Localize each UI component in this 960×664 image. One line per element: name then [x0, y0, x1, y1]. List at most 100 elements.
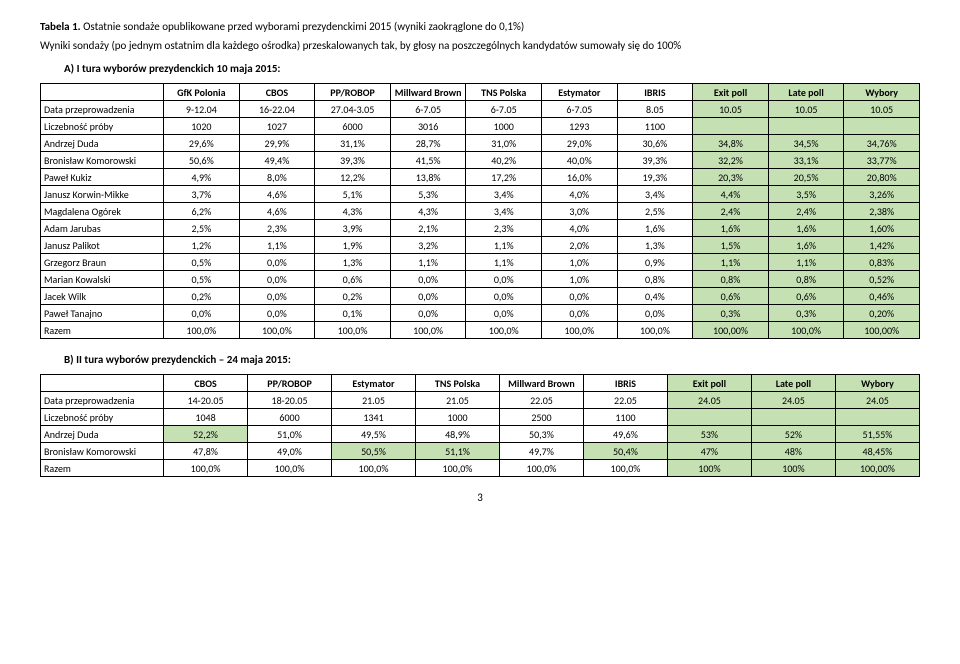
cell-value: 100%	[751, 460, 835, 477]
cell-value: 0,0%	[239, 254, 315, 271]
cell-value: 1,0%	[542, 254, 618, 271]
cell-value: 0,3%	[768, 305, 844, 322]
cell-size: 1100	[583, 409, 667, 426]
cell-value: 100,0%	[332, 460, 416, 477]
cell-date: 8.05	[617, 101, 693, 118]
cell-value: 1,1%	[693, 254, 769, 271]
cell-size: 2500	[499, 409, 583, 426]
cell-value: 100,0%	[583, 460, 667, 477]
row-label-candidate: Bronisław Komorowski	[41, 152, 164, 169]
cell-date: 6-7.05	[390, 101, 466, 118]
cell-value: 12,2%	[315, 169, 391, 186]
cell-value: 40,0%	[542, 152, 618, 169]
cell-size: 6000	[315, 118, 391, 135]
cell-value: 2,4%	[693, 203, 769, 220]
col-header: Millward Brown	[499, 375, 583, 392]
col-header: CBOS	[239, 84, 315, 101]
cell-value: 49,7%	[499, 443, 583, 460]
cell-value: 1,6%	[617, 220, 693, 237]
page-number: 3	[40, 491, 920, 504]
cell-size: 1000	[416, 409, 500, 426]
cell-value: 5,1%	[315, 186, 391, 203]
cell-value: 100,00%	[844, 322, 920, 339]
col-header: Late poll	[768, 84, 844, 101]
cell-value: 2,0%	[542, 237, 618, 254]
cell-value: 2,5%	[617, 203, 693, 220]
cell-value: 33,1%	[768, 152, 844, 169]
cell-value: 1,6%	[693, 220, 769, 237]
row-label-candidate: Andrzej Duda	[41, 426, 164, 443]
col-header: Estymator	[542, 84, 618, 101]
cell-value: 48%	[751, 443, 835, 460]
cell-value: 0,83%	[844, 254, 920, 271]
cell-date: 18-20.05	[248, 392, 332, 409]
row-label-candidate: Jacek Wilk	[41, 288, 164, 305]
cell-value: 19,3%	[617, 169, 693, 186]
section-b-label: B) II tura wyborów prezydenckich – 24 ma…	[64, 353, 920, 366]
cell-date: 21.05	[332, 392, 416, 409]
cell-value: 20,80%	[844, 169, 920, 186]
col-header: GfK Polonia	[164, 84, 240, 101]
cell-value: 0,46%	[844, 288, 920, 305]
cell-value: 2,1%	[390, 220, 466, 237]
cell-value: 100,0%	[164, 322, 240, 339]
cell-value: 100,0%	[239, 322, 315, 339]
cell-value: 49,5%	[332, 426, 416, 443]
cell-value: 4,6%	[239, 203, 315, 220]
cell-value: 3,4%	[466, 186, 542, 203]
cell-value: 100%	[667, 460, 751, 477]
cell-value: 4,3%	[315, 203, 391, 220]
cell-value: 4,9%	[164, 169, 240, 186]
cell-size: 1048	[164, 409, 248, 426]
cell-value: 49,0%	[248, 443, 332, 460]
cell-date: 21.05	[416, 392, 500, 409]
table-caption-prefix: Tabela 1.	[40, 20, 83, 33]
row-header-blank	[41, 84, 164, 101]
cell-value: 0,6%	[693, 288, 769, 305]
cell-value: 1,1%	[239, 237, 315, 254]
cell-value: 0,8%	[617, 271, 693, 288]
cell-size	[844, 118, 920, 135]
table-a: GfK PoloniaCBOSPP/ROBOPMillward BrownTNS…	[40, 83, 920, 339]
cell-size: 1000	[466, 118, 542, 135]
cell-date: 24.05	[835, 392, 919, 409]
cell-value: 2,3%	[466, 220, 542, 237]
cell-value: 3,26%	[844, 186, 920, 203]
cell-value: 52,2%	[164, 426, 248, 443]
cell-value: 51,0%	[248, 426, 332, 443]
cell-value: 50,3%	[499, 426, 583, 443]
cell-value: 0,0%	[390, 305, 466, 322]
cell-value: 53%	[667, 426, 751, 443]
cell-value: 0,5%	[164, 271, 240, 288]
col-header: Exit poll	[667, 375, 751, 392]
row-label-candidate: Janusz Palikot	[41, 237, 164, 254]
cell-value: 47,8%	[164, 443, 248, 460]
cell-value: 100,0%	[499, 460, 583, 477]
cell-value: 20,5%	[768, 169, 844, 186]
cell-value: 0,0%	[542, 305, 618, 322]
cell-value: 0,0%	[164, 305, 240, 322]
cell-value: 32,2%	[693, 152, 769, 169]
cell-value: 33,77%	[844, 152, 920, 169]
row-label-candidate: Magdalena Ogórek	[41, 203, 164, 220]
cell-value: 48,45%	[835, 443, 919, 460]
row-label-candidate: Grzegorz Braun	[41, 254, 164, 271]
row-label-date: Data przeprowadzenia	[41, 101, 164, 118]
cell-value: 1,6%	[768, 220, 844, 237]
cell-value: 3,7%	[164, 186, 240, 203]
cell-value: 4,3%	[390, 203, 466, 220]
row-label-candidate: Razem	[41, 322, 164, 339]
row-label-size: Liczebność próby	[41, 409, 164, 426]
cell-value: 50,5%	[332, 443, 416, 460]
row-label-candidate: Paweł Tanajno	[41, 305, 164, 322]
table-b: CBOSPP/ROBOPEstymatorTNS PolskaMillward …	[40, 374, 920, 477]
cell-size	[693, 118, 769, 135]
cell-value: 100,0%	[542, 322, 618, 339]
cell-value: 100,0%	[315, 322, 391, 339]
cell-value: 39,3%	[617, 152, 693, 169]
cell-value: 29,6%	[164, 135, 240, 152]
cell-date: 22.05	[499, 392, 583, 409]
cell-value: 4,0%	[542, 220, 618, 237]
cell-size	[768, 118, 844, 135]
cell-value: 3,4%	[617, 186, 693, 203]
